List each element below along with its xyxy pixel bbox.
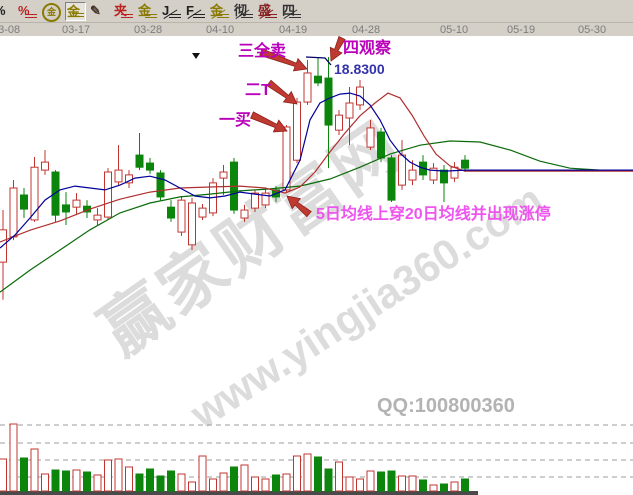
f-trend-tool-glyph: F — [186, 2, 194, 18]
j-trend-tool-glyph: J — [162, 2, 170, 18]
annotation-arrow-3 — [250, 111, 288, 133]
date-tick-label: 04-28 — [352, 24, 381, 36]
date-tick-label: 05-30 — [578, 24, 607, 36]
date-axis: 03-08 03-17 03-28 04-10 04-19 04-28 05-10 05-19… — [0, 22, 633, 37]
j-trend-tool[interactable]: J — [161, 2, 182, 21]
gold-coin-tool-glyph: 金 — [42, 2, 61, 22]
gold-lines-tool[interactable]: 金 — [65, 1, 86, 21]
annotation-arrow-4 — [286, 195, 312, 218]
price-label: 18.8300 — [334, 61, 385, 77]
gold-lines-tool-glyph: 金 — [67, 3, 81, 19]
qq-contact-text: QQ:100800360 — [377, 395, 515, 417]
date-tick-label: 03-28 — [134, 24, 163, 36]
f-trend-tool[interactable]: F — [185, 2, 206, 21]
brush-tool[interactable]: ✎ — [89, 2, 110, 21]
si-trend-tool[interactable]: 四 — [281, 2, 302, 21]
si-trend-tool-glyph: 四 — [282, 2, 296, 18]
percent-tool-glyph: % — [0, 3, 6, 18]
che-trend-tool[interactable]: 彻 — [233, 2, 254, 21]
date-tick-label: 05-10 — [440, 24, 469, 36]
gold-trend-tool[interactable]: 金 — [209, 2, 230, 21]
sheng-trend-tool[interactable]: 盛 — [257, 2, 278, 21]
percent-tool[interactable]: % — [0, 2, 14, 21]
brush-tool-glyph: ✎ — [90, 2, 101, 18]
split-lines-tool[interactable]: 夹 — [113, 2, 134, 21]
gold-trend-tool-glyph: 金 — [210, 2, 224, 18]
gold-angle-tool-glyph: 金 — [138, 2, 152, 18]
down-triangle-marker — [192, 53, 200, 59]
gold-angle-tool[interactable]: 金 — [137, 2, 158, 21]
date-tick-label: 03-08 — [0, 24, 21, 36]
percent-lines-tool-glyph: % — [18, 2, 30, 18]
annotation-arrow-1 — [329, 36, 346, 62]
split-lines-tool-glyph: 夹 — [114, 2, 128, 18]
date-tick-label: 03-17 — [62, 24, 91, 36]
annotation-arrow-2 — [266, 79, 298, 105]
sheng-trend-tool-glyph: 盛 — [258, 2, 272, 18]
date-tick-label: 04-10 — [206, 24, 235, 36]
date-tick-label: 04-19 — [279, 24, 308, 36]
date-tick-label: 05-19 — [507, 24, 536, 36]
gold-coin-tool[interactable]: 金 — [41, 2, 62, 22]
candlestick-volume-chart — [0, 36, 633, 495]
percent-lines-tool[interactable]: % — [17, 2, 38, 21]
che-trend-tool-glyph: 彻 — [234, 2, 248, 18]
annotation-arrow-0 — [259, 48, 308, 72]
